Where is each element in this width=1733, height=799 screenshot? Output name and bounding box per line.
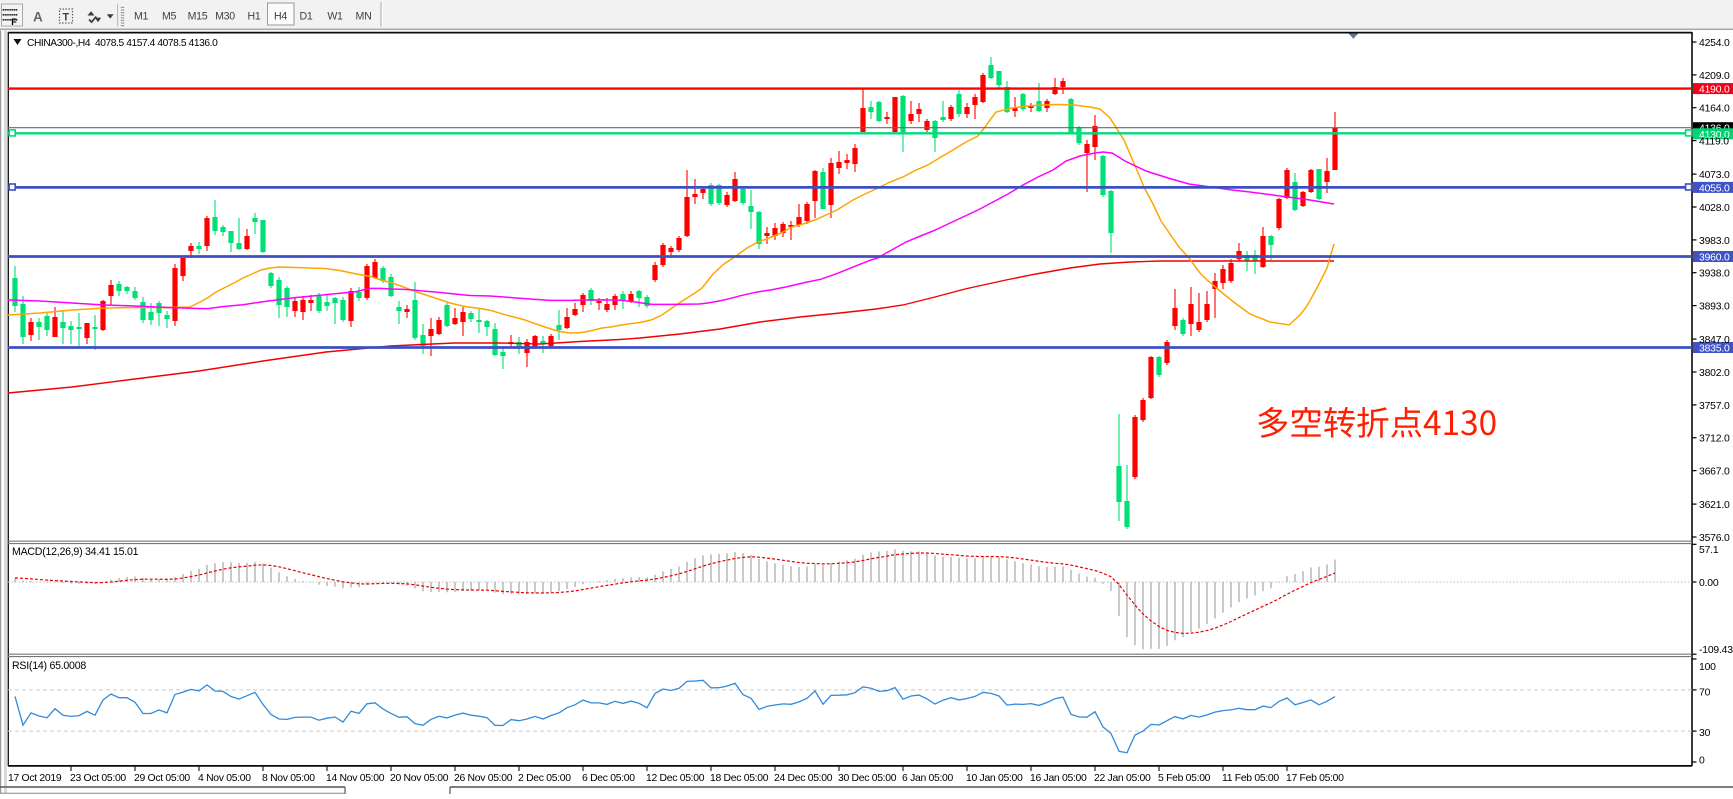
svg-text:4119.0: 4119.0 bbox=[1699, 137, 1729, 148]
svg-text:11 Feb 05:00: 11 Feb 05:00 bbox=[1222, 773, 1279, 784]
svg-text:5 Feb 05:00: 5 Feb 05:00 bbox=[1158, 773, 1211, 784]
svg-text:F: F bbox=[11, 17, 17, 27]
svg-text:4 Nov 05:00: 4 Nov 05:00 bbox=[198, 773, 251, 784]
svg-text:H4: H4 bbox=[274, 11, 287, 23]
svg-text:4055.0: 4055.0 bbox=[1699, 183, 1730, 194]
svg-text:MACD(12,26,9) 34.41 15.01: MACD(12,26,9) 34.41 15.01 bbox=[12, 546, 139, 558]
svg-text:3893.0: 3893.0 bbox=[1699, 302, 1730, 313]
svg-text:3802.0: 3802.0 bbox=[1699, 368, 1730, 379]
svg-text:3621.0: 3621.0 bbox=[1699, 500, 1730, 511]
svg-text:A: A bbox=[33, 10, 43, 25]
svg-text:W1: W1 bbox=[327, 11, 343, 23]
svg-text:-109.43: -109.43 bbox=[1699, 645, 1733, 656]
svg-text:16 Jan 05:00: 16 Jan 05:00 bbox=[1030, 773, 1087, 784]
svg-text:CHINA300-,H4 4078.5 4157.4 40: CHINA300-,H4 4078.5 4157.4 4078.5 4136.0 bbox=[27, 38, 218, 49]
svg-text:10 Jan 05:00: 10 Jan 05:00 bbox=[966, 773, 1023, 784]
svg-text:MN: MN bbox=[356, 11, 372, 23]
svg-text:3938.0: 3938.0 bbox=[1699, 269, 1730, 280]
svg-text:4190.0: 4190.0 bbox=[1699, 85, 1730, 96]
svg-text:M1: M1 bbox=[134, 11, 149, 23]
svg-text:3576.0: 3576.0 bbox=[1699, 533, 1730, 544]
svg-text:3983.0: 3983.0 bbox=[1699, 236, 1730, 247]
svg-text:8 Nov 05:00: 8 Nov 05:00 bbox=[262, 773, 315, 784]
svg-text:D1: D1 bbox=[300, 11, 313, 23]
svg-text:RSI(14) 65.0008: RSI(14) 65.0008 bbox=[12, 660, 86, 672]
svg-text:14 Nov 05:00: 14 Nov 05:00 bbox=[326, 773, 385, 784]
svg-text:3757.0: 3757.0 bbox=[1699, 401, 1730, 412]
svg-text:23 Oct 05:00: 23 Oct 05:00 bbox=[70, 773, 126, 784]
svg-text:4209.0: 4209.0 bbox=[1699, 71, 1730, 82]
svg-text:M30: M30 bbox=[215, 11, 235, 23]
svg-text:3712.0: 3712.0 bbox=[1699, 434, 1730, 445]
svg-text:2 Dec 05:00: 2 Dec 05:00 bbox=[518, 773, 571, 784]
svg-text:22 Jan 05:00: 22 Jan 05:00 bbox=[1094, 773, 1151, 784]
svg-text:17 Feb 05:00: 17 Feb 05:00 bbox=[1286, 773, 1344, 784]
svg-text:18 Dec 05:00: 18 Dec 05:00 bbox=[710, 773, 769, 784]
svg-text:T: T bbox=[63, 12, 70, 24]
svg-text:6 Dec 05:00: 6 Dec 05:00 bbox=[582, 773, 635, 784]
svg-text:4028.0: 4028.0 bbox=[1699, 203, 1730, 214]
svg-text:3667.0: 3667.0 bbox=[1699, 467, 1730, 478]
svg-text:4164.0: 4164.0 bbox=[1699, 104, 1730, 115]
svg-text:4073.0: 4073.0 bbox=[1699, 170, 1730, 181]
svg-text:20 Nov 05:00: 20 Nov 05:00 bbox=[390, 773, 449, 784]
svg-text:6 Jan 05:00: 6 Jan 05:00 bbox=[902, 773, 954, 784]
svg-text:12 Dec 05:00: 12 Dec 05:00 bbox=[646, 773, 705, 784]
svg-text:4254.0: 4254.0 bbox=[1699, 38, 1730, 49]
svg-text:0.00: 0.00 bbox=[1699, 578, 1719, 589]
svg-text:3847.0: 3847.0 bbox=[1699, 335, 1730, 346]
svg-text:17 Oct 2019: 17 Oct 2019 bbox=[8, 773, 62, 784]
svg-text:3960.0: 3960.0 bbox=[1699, 253, 1730, 264]
svg-text:100: 100 bbox=[1699, 662, 1716, 673]
svg-text:4130.0: 4130.0 bbox=[1699, 130, 1730, 141]
svg-text:M5: M5 bbox=[162, 11, 177, 23]
svg-text:70: 70 bbox=[1699, 688, 1711, 699]
svg-text:57.1: 57.1 bbox=[1699, 545, 1719, 556]
svg-text:M15: M15 bbox=[188, 11, 208, 23]
svg-text:3835.0: 3835.0 bbox=[1699, 344, 1730, 355]
svg-text:26 Nov 05:00: 26 Nov 05:00 bbox=[454, 773, 513, 784]
svg-text:24 Dec 05:00: 24 Dec 05:00 bbox=[774, 773, 833, 784]
svg-text:H1: H1 bbox=[248, 11, 261, 23]
svg-text:30 Dec 05:00: 30 Dec 05:00 bbox=[838, 773, 897, 784]
svg-text:29 Oct 05:00: 29 Oct 05:00 bbox=[134, 773, 190, 784]
svg-text:0: 0 bbox=[1699, 756, 1705, 767]
svg-text:30: 30 bbox=[1699, 728, 1711, 739]
